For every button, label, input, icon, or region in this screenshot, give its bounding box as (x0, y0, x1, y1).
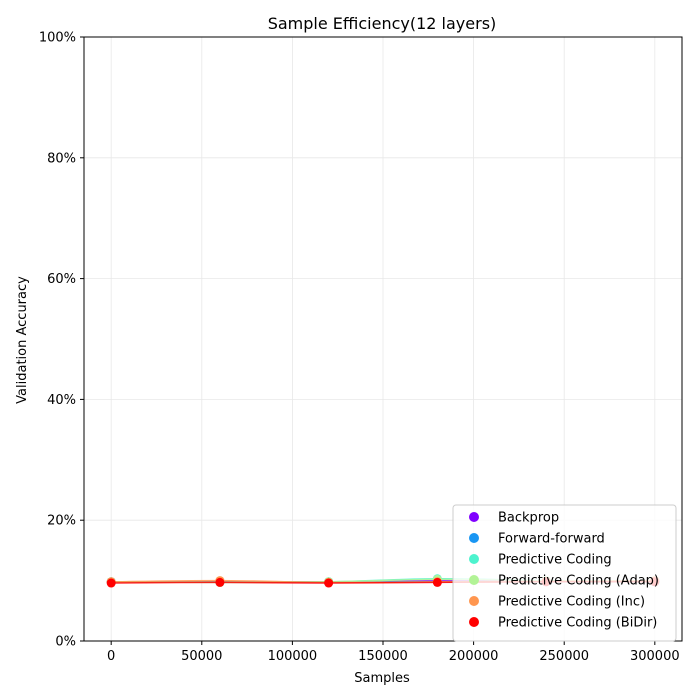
y-tick-label: 60% (47, 272, 76, 287)
legend-box (452, 504, 677, 642)
y-tick-label: 80% (47, 151, 76, 166)
legend-label: Forward-forward (498, 532, 605, 547)
legend-label: Backprop (498, 511, 559, 526)
y-axis-label: Validation Accuracy (15, 276, 30, 404)
data-point (215, 577, 225, 587)
data-point (324, 578, 334, 588)
x-tick-label: 200000 (449, 649, 499, 664)
y-tick-label: 100% (39, 31, 76, 46)
legend-marker (469, 512, 479, 522)
legend: Backprop Forward-forward Predictive Coding… (452, 504, 677, 642)
x-axis-label: Samples (354, 671, 410, 686)
axis-ticks: 0 50000 100000 150000 200000 250000 300000 0% 20… (39, 31, 680, 665)
y-tick-label: 0% (55, 635, 76, 650)
legend-label: Predictive Coding (498, 553, 612, 568)
data-point (432, 577, 442, 587)
legend-label: Predictive Coding (BiDir) (498, 616, 657, 631)
legend-marker (469, 596, 479, 606)
y-tick-label: 20% (47, 514, 76, 529)
x-tick-label: 100000 (268, 649, 318, 664)
legend-marker (469, 533, 479, 543)
legend-label: Predictive Coding (Adap) (498, 574, 659, 589)
x-tick-label: 0 (107, 649, 115, 664)
legend-label: Predictive Coding (Inc) (498, 595, 645, 610)
x-tick-label: 250000 (539, 649, 589, 664)
x-tick-label: 300000 (630, 649, 680, 664)
y-tick-label: 40% (47, 393, 76, 408)
chart-title: Sample Efficiency(12 layers) (268, 14, 497, 33)
x-tick-label: 150000 (358, 649, 408, 664)
data-point (106, 578, 116, 588)
legend-marker (469, 617, 479, 627)
legend-marker (469, 575, 479, 585)
x-tick-label: 50000 (181, 649, 222, 664)
legend-marker (469, 554, 479, 564)
